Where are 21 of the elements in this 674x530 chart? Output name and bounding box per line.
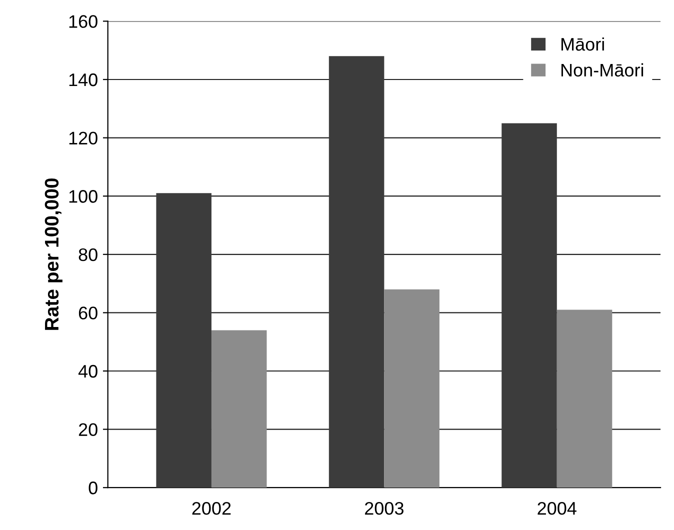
y-tick-label: 160 <box>69 15 98 28</box>
y-tick-label: 40 <box>78 364 98 378</box>
x-tick-label: 2004 <box>538 502 576 515</box>
bar <box>502 123 557 488</box>
x-tick-label: 2002 <box>192 502 231 515</box>
y-tick-label: 140 <box>69 73 98 86</box>
y-tick-label: 120 <box>69 132 98 145</box>
bar <box>556 310 612 488</box>
y-tick-label: 80 <box>78 248 98 262</box>
bar <box>384 289 440 488</box>
y-tick-label: 0 <box>88 482 98 494</box>
legend-label: Māori <box>561 37 604 51</box>
y-tick-label: 100 <box>69 190 98 203</box>
y-axis-title: Rate per 100,000 <box>44 178 62 330</box>
y-tick-label: 20 <box>78 423 98 436</box>
y-tick-label: 60 <box>78 306 98 320</box>
legend-label: Non-Māori <box>561 63 644 77</box>
bar <box>328 56 384 488</box>
x-tick-label: 2003 <box>365 502 404 515</box>
bar <box>156 193 212 488</box>
bar <box>211 330 267 488</box>
